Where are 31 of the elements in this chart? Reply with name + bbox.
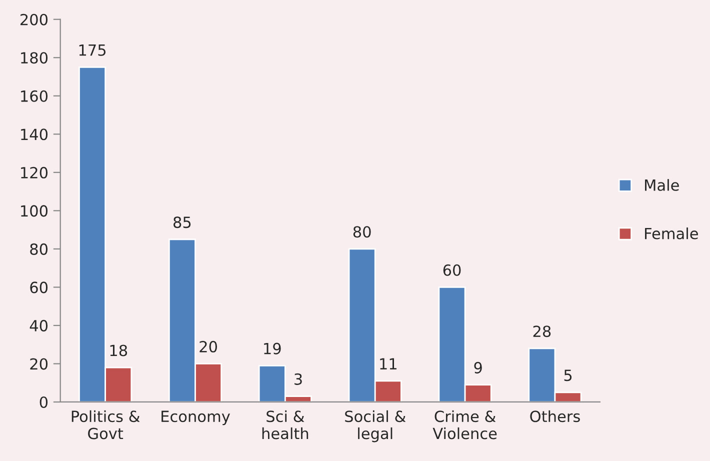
y-tick-label: 140 — [21, 128, 48, 140]
y-tick-label: 40 — [30, 320, 48, 332]
x-tick-label: Others — [530, 410, 580, 422]
x-tick-label: Sci & health — [262, 410, 308, 440]
data-label: 5 — [564, 370, 572, 382]
x-tick-label: Social & legal — [345, 410, 406, 442]
data-label: 80 — [353, 226, 371, 238]
data-label: 28 — [533, 326, 551, 338]
data-label: 60 — [443, 264, 461, 276]
y-tick-label: 120 — [21, 166, 48, 178]
data-label: 85 — [174, 216, 191, 228]
x-tick-label: Crime & Violence — [432, 410, 497, 440]
legend-label: Male — [645, 179, 679, 191]
legend-label: Female — [645, 227, 698, 240]
y-tick-label: 100 — [21, 205, 48, 217]
y-tick-label: 80 — [30, 243, 48, 255]
data-label: 9 — [474, 362, 482, 374]
y-tick-label: 60 — [30, 282, 48, 294]
data-label: 18 — [110, 344, 128, 356]
data-label: 175 — [79, 44, 106, 56]
x-tick-label: Politics & Govt — [72, 410, 140, 440]
y-tick-label: 160 — [21, 90, 48, 102]
data-label: 19 — [264, 342, 281, 354]
x-tick-label: Economy — [162, 410, 230, 426]
y-tick-label: 180 — [21, 52, 48, 64]
data-label: 20 — [200, 340, 217, 352]
data-label: 11 — [380, 358, 396, 370]
y-tick-label: 0 — [40, 396, 48, 408]
y-tick-label: 200 — [20, 14, 48, 26]
y-tick-label: 20 — [30, 358, 48, 370]
data-label: 3 — [294, 373, 302, 385]
